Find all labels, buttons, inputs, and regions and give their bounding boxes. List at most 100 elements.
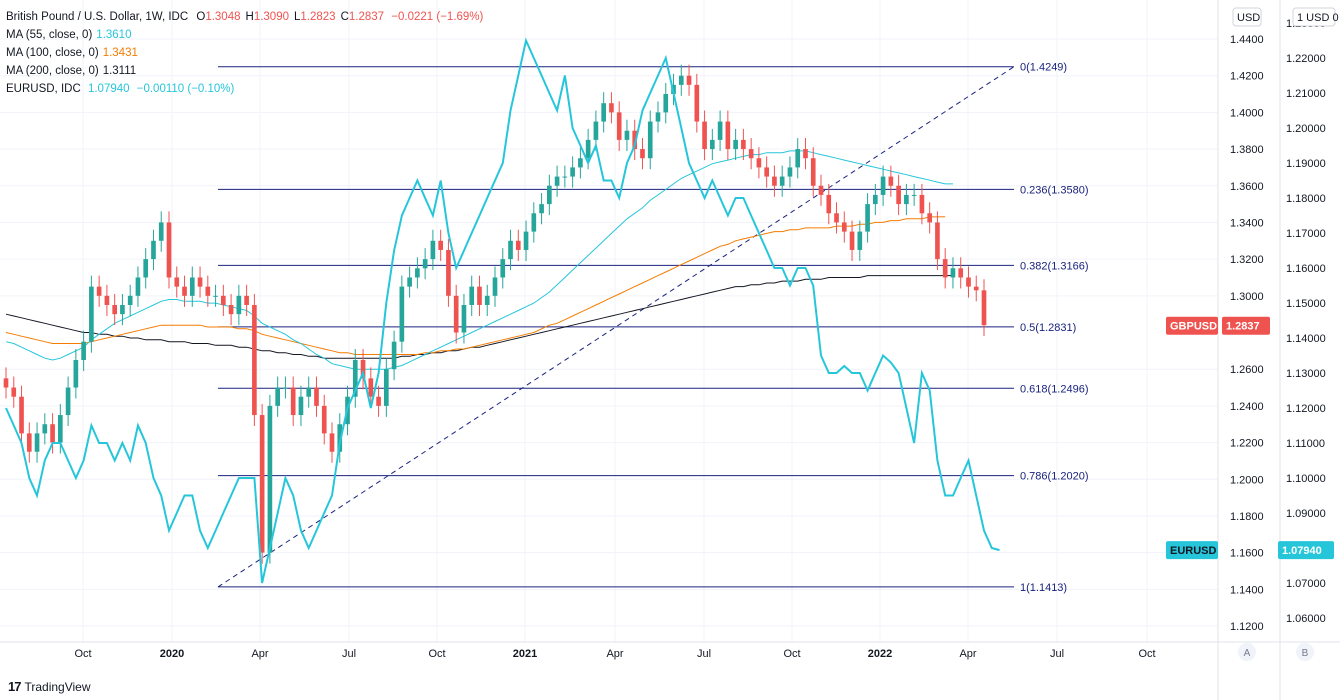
candle bbox=[228, 293, 234, 326]
candle bbox=[213, 284, 218, 307]
candle bbox=[73, 349, 79, 399]
candle bbox=[772, 165, 777, 197]
fib-level-label: 0(1.4249) bbox=[1020, 62, 1067, 74]
legend-study-row[interactable]: MA (200, close, 0) 1.3111 bbox=[6, 62, 483, 80]
candle bbox=[640, 138, 645, 170]
ohlc-label: H bbox=[245, 11, 254, 23]
candle bbox=[368, 367, 374, 408]
candle bbox=[539, 193, 544, 225]
x-tick-label: Jul bbox=[342, 648, 356, 660]
candle bbox=[888, 165, 894, 197]
candle bbox=[547, 174, 552, 216]
chart-legend: British Pound / U.S. Dollar, 1W, IDC O1.… bbox=[6, 8, 483, 98]
candle bbox=[655, 101, 661, 133]
y2-tick-label: 1.17000 bbox=[1286, 228, 1326, 240]
candle bbox=[151, 229, 156, 271]
legend-study-row[interactable]: MA (55, close, 0) 1.3610 bbox=[6, 26, 483, 44]
svg-text:1.07940: 1.07940 bbox=[1282, 545, 1322, 557]
x-tick-label: 2021 bbox=[513, 648, 537, 660]
candle bbox=[26, 422, 32, 463]
ohlc-h: H1.3090 bbox=[246, 11, 290, 23]
candle bbox=[127, 284, 133, 316]
y2-tick-label: 1.07000 bbox=[1286, 578, 1326, 590]
candle bbox=[120, 293, 125, 326]
candle bbox=[352, 349, 358, 408]
candle bbox=[942, 248, 948, 289]
ma200-line bbox=[5, 275, 954, 359]
candle bbox=[11, 376, 17, 408]
candle bbox=[96, 275, 102, 307]
candle bbox=[415, 257, 420, 289]
candle bbox=[927, 202, 932, 234]
ohlc-value: 1.3048 bbox=[205, 11, 241, 23]
candle bbox=[981, 279, 987, 337]
legend-instrument-row: British Pound / U.S. Dollar, 1W, IDC O1.… bbox=[6, 8, 483, 26]
scale-b-button[interactable]: B bbox=[1296, 643, 1314, 661]
candle bbox=[710, 128, 715, 161]
candle bbox=[19, 385, 24, 445]
svg-text:A: A bbox=[1244, 648, 1251, 659]
candle bbox=[189, 266, 195, 307]
candle bbox=[65, 376, 71, 427]
candle bbox=[515, 229, 521, 261]
ohlc-label: L bbox=[294, 11, 301, 23]
candle bbox=[34, 422, 40, 463]
candle bbox=[601, 92, 606, 133]
fib-level-label: 0.382(1.3166) bbox=[1020, 260, 1089, 272]
ohlc-l: L1.2823 bbox=[294, 11, 336, 23]
y-tick-label: 1.4000 bbox=[1230, 107, 1264, 119]
candle bbox=[616, 101, 622, 151]
candle bbox=[880, 165, 886, 206]
right-currency-label[interactable]: 1 USD 0 bbox=[1292, 7, 1339, 27]
trend-line[interactable] bbox=[217, 66, 1015, 588]
candle bbox=[554, 165, 560, 197]
fib-trend-line[interactable] bbox=[217, 66, 1015, 588]
y2-tick-label: 1.20000 bbox=[1286, 123, 1326, 135]
x-tick-label: Jul bbox=[697, 648, 711, 660]
scale-a-button[interactable]: A bbox=[1238, 643, 1256, 661]
candle bbox=[500, 248, 506, 289]
left-currency-label[interactable]: USD bbox=[1232, 7, 1262, 27]
ohlc-o: O1.3048 bbox=[196, 11, 240, 23]
candle bbox=[298, 385, 304, 427]
candle bbox=[492, 266, 498, 307]
candle bbox=[702, 110, 707, 161]
candle bbox=[787, 156, 793, 188]
candle bbox=[686, 64, 692, 96]
candle bbox=[678, 64, 684, 96]
legend-compare-row: EURUSD, IDC 1.07940 −0.00110 (−0.10%) bbox=[6, 80, 483, 98]
y-tick-label: 1.3600 bbox=[1230, 181, 1264, 193]
candle bbox=[314, 376, 319, 417]
candle bbox=[911, 183, 917, 206]
ohlc-value: 1.2837 bbox=[348, 11, 385, 23]
eurusd-price-pill: 1.07940 bbox=[1278, 541, 1334, 560]
ma100-line bbox=[5, 216, 946, 355]
x-tick-label: 2020 bbox=[160, 648, 184, 660]
footer-brand[interactable]: 17 TradingView bbox=[8, 679, 91, 694]
y2-tick-label: 1.14000 bbox=[1286, 333, 1326, 345]
candle bbox=[384, 358, 389, 417]
candle bbox=[135, 266, 141, 307]
study-label: MA (200, close, 0) bbox=[6, 65, 99, 77]
ohlc-value: 1.3090 bbox=[253, 11, 289, 23]
candle bbox=[438, 229, 443, 261]
candle bbox=[430, 229, 436, 271]
candle bbox=[89, 275, 94, 353]
candle bbox=[484, 284, 490, 316]
candle bbox=[221, 284, 226, 316]
candle bbox=[795, 138, 801, 179]
ohlc-c: C1.2837 bbox=[341, 11, 385, 23]
candle bbox=[337, 413, 343, 463]
candle bbox=[469, 275, 475, 316]
candle bbox=[306, 376, 312, 408]
y-tick-label: 1.1800 bbox=[1230, 511, 1264, 523]
y2-tick-label: 1.11000 bbox=[1286, 438, 1325, 450]
y-tick-label: 1.3000 bbox=[1230, 291, 1264, 303]
candle bbox=[694, 73, 700, 133]
fibonacci-retracement[interactable]: 0(1.4249) 0.236(1.3580) 0.382(1.3166) 0.5(1… bbox=[218, 62, 1089, 594]
legend-study-row[interactable]: MA (100, close, 0) 1.3431 bbox=[6, 44, 483, 62]
fib-level-label: 0.5(1.2831) bbox=[1020, 322, 1076, 334]
y2-tick-label: 1.22000 bbox=[1286, 53, 1326, 65]
